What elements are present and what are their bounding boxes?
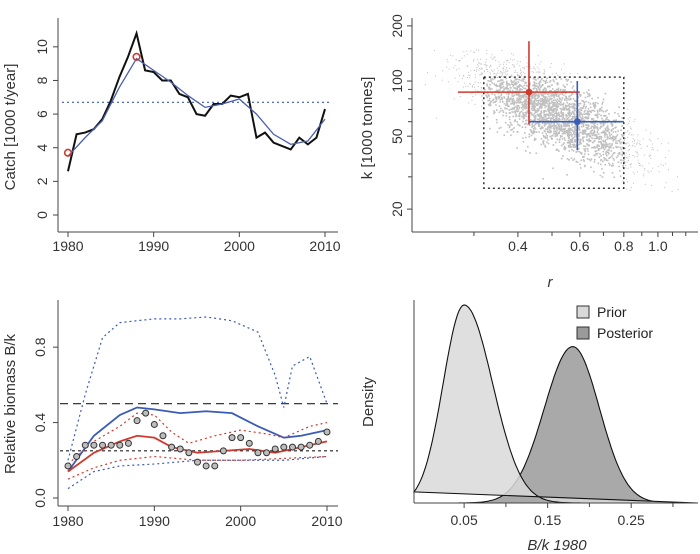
- rk-x-tick-label: 0.8: [614, 238, 634, 254]
- biomass-point: [133, 417, 141, 425]
- biomass-point: [314, 437, 322, 445]
- rk-y-tick-label: 50: [389, 128, 405, 144]
- biomass-series-red-upper: [67, 412, 328, 465]
- biomass-y-tick-label: 0.8: [32, 337, 48, 357]
- biomass-point: [194, 458, 201, 466]
- fitted-catch-line: [67, 57, 326, 157]
- biomass-y-tick-label: 0.4: [32, 413, 48, 433]
- catch-y-tick-label: 0: [34, 211, 50, 219]
- biomass-point: [228, 434, 236, 442]
- biomass-series-blue-lower: [67, 455, 328, 490]
- biomass-point: [159, 432, 167, 440]
- biomass-point: [280, 443, 288, 451]
- catch-y-tick-label: 8: [34, 76, 50, 84]
- biomass-point: [254, 449, 262, 457]
- legend-label-prior: Prior: [597, 304, 627, 320]
- biomass-x-tick-label: 1990: [139, 513, 170, 529]
- biomass-point: [176, 445, 184, 453]
- rk-y-tick-label: 20: [389, 201, 405, 217]
- catch-marker: [63, 148, 73, 157]
- rk-x-tick-label: 0.6: [570, 238, 590, 254]
- rk-x-tick-label: 0.4: [508, 238, 528, 254]
- catch-x-tick-label: 2010: [309, 238, 340, 254]
- rk-panel: 0.4 0.6 0.8 1.0 20 50 100 200 r k [1000 tonnes]: [359, 14, 698, 291]
- biomass-point: [323, 428, 331, 436]
- catch-y-tick-label: 6: [34, 110, 50, 118]
- rk-y-tick-label: 200: [389, 14, 405, 38]
- biomass-point: [116, 441, 124, 449]
- biomass-point: [211, 462, 219, 470]
- prior-range-box: [483, 76, 625, 189]
- density-x-tick-label: 0.15: [534, 512, 561, 528]
- biomass-y-tick-label: 0.0: [32, 488, 48, 508]
- catch-y-tick-label: 10: [34, 39, 50, 55]
- biomass-series-blue-median: [67, 406, 328, 473]
- biomass-point: [219, 447, 227, 455]
- biomass-point: [73, 453, 81, 461]
- biomass-point: [306, 441, 314, 449]
- density-legend: Prior Posterior: [576, 304, 653, 341]
- biomass-point: [124, 439, 132, 447]
- catch-x-tick-label: 2000: [224, 238, 255, 254]
- biomass-point: [99, 441, 107, 449]
- biomass-point: [288, 443, 296, 451]
- biomass-point: [263, 449, 271, 457]
- biomass-point: [150, 420, 158, 428]
- density-x-tick-label: 0.05: [450, 512, 477, 528]
- legend-label-posterior: Posterior: [597, 325, 653, 341]
- estimate-blue-point: [573, 118, 581, 126]
- density-x-tick-label: 0.25: [618, 512, 645, 528]
- catch-x-tick-label: 1980: [52, 238, 83, 254]
- biomass-panel: 1980 1990 2000 2010 0.0 0.4 0.8 Relative bioma…: [2, 300, 343, 529]
- density-x-label: B/k 1980: [527, 537, 587, 554]
- biomass-point: [168, 443, 176, 451]
- biomass-point: [237, 434, 245, 442]
- biomass-series-red-lower: [67, 455, 328, 480]
- biomass-point: [202, 462, 210, 470]
- catch-y-tick-label: 4: [34, 144, 50, 152]
- biomass-x-tick-label: 1980: [52, 513, 83, 529]
- biomass-point: [297, 443, 305, 451]
- biomass-point: [245, 439, 253, 447]
- biomass-series-red-median: [67, 434, 328, 473]
- biomass-series-blue-upper: [67, 316, 328, 461]
- catch-x-tick-label: 1990: [138, 238, 169, 254]
- legend-swatch-posterior: [576, 326, 590, 340]
- rk-y-label: k [1000 tonnes]: [359, 77, 376, 180]
- estimate-red-point: [525, 88, 533, 96]
- biomass-point: [81, 441, 89, 449]
- rk-y-tick-label: 100: [389, 69, 405, 93]
- biomass-point: [64, 462, 72, 470]
- biomass-x-tick-label: 2000: [225, 513, 256, 529]
- observed-catch-line: [67, 29, 326, 172]
- catch-panel: 1980 1990 2000 2010 0 2 4 6 8 10 Catch [1000 t/ye…: [2, 18, 341, 254]
- biomass-point: [185, 449, 193, 457]
- biomass-y-label: Relative biomass B/k: [2, 333, 19, 474]
- biomass-x-tick-label: 2010: [311, 513, 342, 529]
- biomass-point: [142, 409, 150, 417]
- parameter-sample-cloud: [424, 49, 679, 192]
- biomass-point: [90, 441, 98, 449]
- rk-x-tick-label: 1.0: [648, 238, 668, 254]
- density-y-label: Density: [360, 376, 377, 427]
- biomass-point: [107, 441, 115, 449]
- catch-y-tick-label: 2: [34, 177, 50, 185]
- catch-marker: [132, 52, 141, 62]
- density-panel: 0.05 0.15 0.25 Prior Posterior B/k 1980 Den…: [360, 300, 699, 554]
- legend-swatch-prior: [576, 305, 590, 319]
- rk-x-label: r: [548, 274, 554, 291]
- biomass-point: [271, 445, 279, 453]
- catch-y-label: Catch [1000 t/year]: [2, 64, 19, 191]
